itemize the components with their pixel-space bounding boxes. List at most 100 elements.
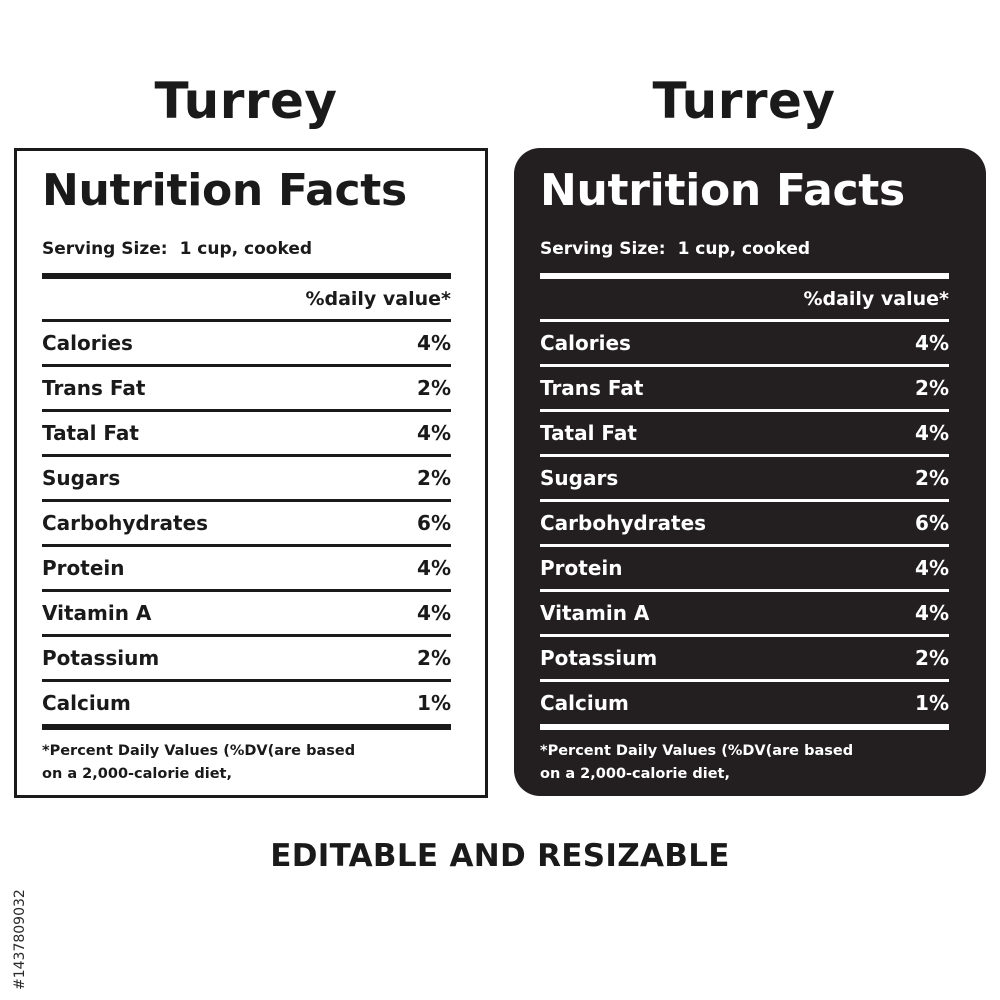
nutrition-facts-heading: Nutrition Facts [540, 165, 905, 216]
nutrient-name: Potassium [42, 646, 160, 670]
divider [42, 589, 451, 592]
nutrient-value: 2% [417, 376, 451, 400]
divider [42, 364, 451, 367]
divider [42, 634, 451, 637]
nutrient-value: 6% [417, 511, 451, 535]
nutrient-name: Calcium [540, 691, 629, 715]
nutrient-row: Tatal Fat 4% [540, 412, 949, 454]
divider-thick [42, 273, 451, 279]
nutrient-name: Protein [540, 556, 623, 580]
footnote-line: on a 2,000-calorie diet, [42, 766, 232, 782]
nutrient-row: Calcium 1% [42, 682, 451, 724]
nutrient-name: Carbohydrates [540, 511, 707, 535]
serving-size-value: 1 cup, cooked [179, 239, 313, 259]
nutrient-value: 4% [915, 331, 949, 355]
divider [540, 319, 949, 322]
nutrient-value: 4% [915, 421, 949, 445]
divider [42, 319, 451, 322]
nutrient-row: Sugars 2% [42, 457, 451, 499]
nutrient-row: Sugars 2% [540, 457, 949, 499]
daily-value-header: %daily value* [305, 288, 451, 310]
divider [42, 544, 451, 547]
nutrient-value: 2% [417, 466, 451, 490]
nutrient-row: Carbohydrates 6% [540, 502, 949, 544]
serving-size: Serving Size: 1 cup, cooked [42, 237, 451, 261]
nutrient-value: 4% [915, 556, 949, 580]
nutrient-row: Trans Fat 2% [540, 367, 949, 409]
nutrient-value: 1% [417, 691, 451, 715]
divider [540, 409, 949, 412]
nutrient-value: 2% [915, 646, 949, 670]
nutrient-value: 4% [417, 331, 451, 355]
nutrient-name: Calories [540, 331, 631, 355]
nutrient-name: Potassium [540, 646, 658, 670]
nutrient-row: Protein 4% [540, 547, 949, 589]
nutrient-value: 6% [915, 511, 949, 535]
product-title-left: Turrey [154, 72, 338, 130]
nutrient-name: Vitamin A [540, 601, 650, 625]
nutrient-name: Tatal Fat [42, 421, 139, 445]
divider-thick [540, 273, 949, 279]
nutrient-row: Potassium 2% [540, 637, 949, 679]
serving-size: Serving Size: 1 cup, cooked [540, 237, 949, 261]
divider [540, 544, 949, 547]
nutrient-name: Vitamin A [42, 601, 152, 625]
nutrient-value: 4% [417, 601, 451, 625]
daily-value-header: %daily value* [803, 288, 949, 310]
serving-size-label: Serving Size: [540, 239, 666, 259]
footnote-line: *Percent Daily Values (%DV(are based [540, 743, 854, 759]
serving-size-label: Serving Size: [42, 239, 168, 259]
nutrient-value: 1% [915, 691, 949, 715]
nutrient-name: Calcium [42, 691, 131, 715]
nutrient-value: 4% [915, 601, 949, 625]
nutrient-row: Calories 4% [540, 322, 949, 364]
nutrient-name: Carbohydrates [42, 511, 209, 535]
divider [540, 589, 949, 592]
nutrient-value: 2% [915, 376, 949, 400]
footnote: *Percent Daily Values (%DV(are based on … [42, 740, 402, 786]
nutrient-name: Trans Fat [42, 376, 146, 400]
nutrient-value: 2% [915, 466, 949, 490]
nutrient-row: Tatal Fat 4% [42, 412, 451, 454]
nutrient-row: Calories 4% [42, 322, 451, 364]
divider [540, 499, 949, 502]
divider [42, 679, 451, 682]
nutrient-row: Calcium 1% [540, 682, 949, 724]
nutrition-label-light: Nutrition Facts Serving Size: 1 cup, cook… [14, 148, 488, 798]
nutrient-name: Sugars [42, 466, 121, 490]
divider [42, 499, 451, 502]
divider [42, 409, 451, 412]
divider-thick [42, 724, 451, 730]
nutrient-list: Calories 4% Trans Fat 2% Tatal Fat 4% Sugar… [42, 319, 451, 730]
divider [540, 364, 949, 367]
nutrient-row: Carbohydrates 6% [42, 502, 451, 544]
editable-caption: EDITABLE AND RESIZABLE [270, 838, 730, 874]
divider [540, 634, 949, 637]
nutrient-list: Calories 4% Trans Fat 2% Tatal Fat 4% Sugar… [540, 319, 949, 730]
nutrient-row: Protein 4% [42, 547, 451, 589]
footnote-line: on a 2,000-calorie diet, [540, 766, 730, 782]
nutrient-value: 4% [417, 556, 451, 580]
divider [540, 679, 949, 682]
nutrient-name: Sugars [540, 466, 619, 490]
nutrient-name: Trans Fat [540, 376, 644, 400]
nutrition-facts-heading: Nutrition Facts [42, 165, 407, 216]
footnote-line: *Percent Daily Values (%DV(are based [42, 743, 356, 759]
divider [42, 454, 451, 457]
footnote: *Percent Daily Values (%DV(are based on … [540, 740, 900, 786]
nutrition-label-dark: Nutrition Facts Serving Size: 1 cup, cook… [514, 148, 986, 796]
nutrient-value: 2% [417, 646, 451, 670]
nutrient-row: Trans Fat 2% [42, 367, 451, 409]
nutrient-name: Protein [42, 556, 125, 580]
nutrient-row: Vitamin A 4% [540, 592, 949, 634]
nutrient-name: Tatal Fat [540, 421, 637, 445]
nutrient-row: Vitamin A 4% [42, 592, 451, 634]
serving-size-value: 1 cup, cooked [677, 239, 811, 259]
product-title-right: Turrey [652, 72, 836, 130]
divider-thick [540, 724, 949, 730]
nutrient-value: 4% [417, 421, 451, 445]
divider [540, 454, 949, 457]
nutrient-name: Calories [42, 331, 133, 355]
nutrient-row: Potassium 2% [42, 637, 451, 679]
stock-id-text: #1437809032 [12, 889, 28, 990]
